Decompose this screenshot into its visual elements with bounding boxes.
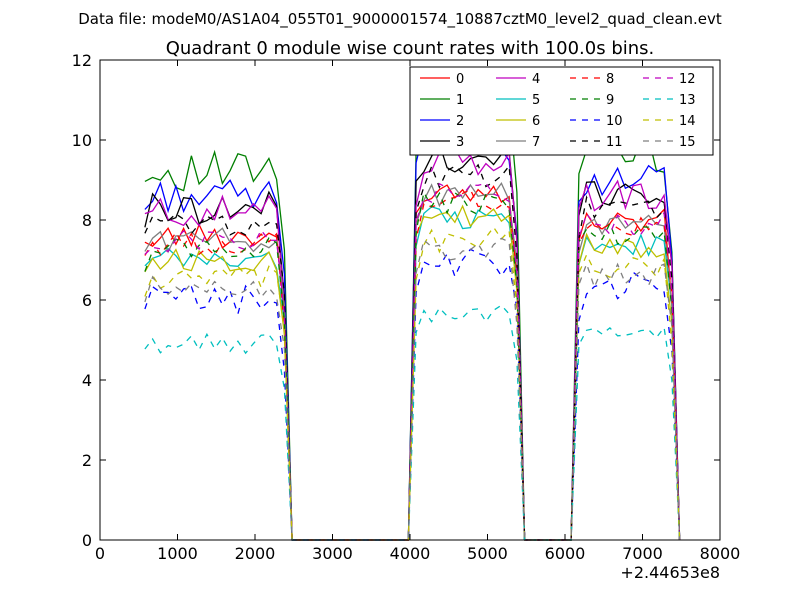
y-tick-label: 6 <box>82 291 92 310</box>
legend-label-11: 11 <box>606 135 623 150</box>
legend-label-7: 7 <box>532 135 540 150</box>
series-line-8 <box>144 188 681 541</box>
x-tick-label: 2000 <box>235 544 276 563</box>
chart-title: Quadrant 0 module wise count rates with … <box>166 38 655 59</box>
x-tick-label: 6000 <box>545 544 586 563</box>
legend-label-13: 13 <box>679 93 696 108</box>
legend-label-6: 6 <box>532 114 540 129</box>
y-tick-label: 2 <box>82 451 92 470</box>
series-line-11 <box>144 163 681 541</box>
legend-label-12: 12 <box>679 72 696 87</box>
legend-label-9: 9 <box>606 93 614 108</box>
series-line-9 <box>144 190 681 541</box>
axes: 0 1000 2000 3000 4000 5000 6000 7000 80000246810… <box>72 51 741 563</box>
series-line-13 <box>144 304 681 541</box>
legend-box <box>409 66 714 156</box>
y-tick-label: 0 <box>82 531 92 550</box>
x-offset-label: +2.44653e8 <box>620 563 720 582</box>
chart-suptitle: Data file: modeM0/AS1A04_055T01_90000015… <box>78 10 722 29</box>
series-line-14 <box>144 226 681 541</box>
x-tick-label: 8000 <box>700 544 741 563</box>
y-tick-label: 12 <box>72 51 92 70</box>
legend-label-0: 0 <box>456 72 464 87</box>
x-tick-label: 0 <box>95 544 105 563</box>
legend-label-10: 10 <box>606 114 623 129</box>
legend-label-14: 14 <box>679 114 696 129</box>
y-tick-label: 8 <box>82 211 92 230</box>
x-tick-label: 1000 <box>157 544 198 563</box>
series-line-15 <box>144 237 681 541</box>
legend-label-1: 1 <box>456 93 464 108</box>
x-tick-label: 5000 <box>467 544 508 563</box>
legend-label-2: 2 <box>456 114 464 129</box>
x-tick-label: 4000 <box>390 544 431 563</box>
legend-label-8: 8 <box>606 72 614 87</box>
legend-label-3: 3 <box>456 135 464 150</box>
x-tick-label: 3000 <box>312 544 353 563</box>
y-tick-label: 10 <box>72 131 92 150</box>
legend-label-5: 5 <box>532 93 540 108</box>
y-tick-label: 4 <box>82 371 92 390</box>
legend-label-15: 15 <box>679 135 696 150</box>
series-line-1 <box>144 94 681 541</box>
series-line-12 <box>144 182 681 541</box>
legend-label-4: 4 <box>532 72 540 87</box>
x-tick-label: 7000 <box>622 544 663 563</box>
plot-lines <box>144 94 681 541</box>
